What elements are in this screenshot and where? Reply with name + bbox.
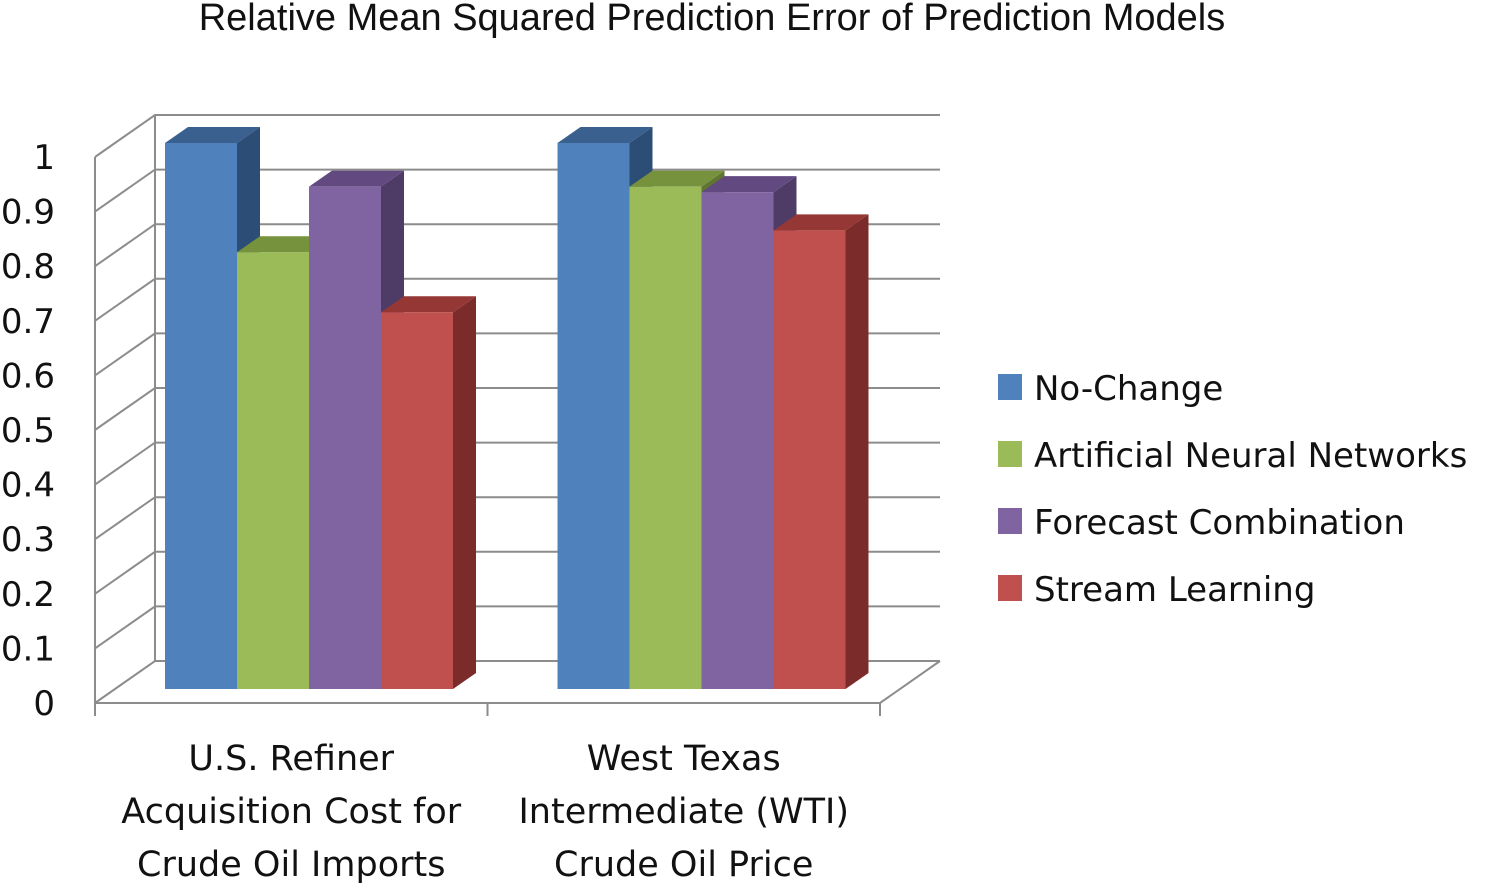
bar-side bbox=[453, 296, 476, 689]
x-category-label-line: U.S. Refiner bbox=[188, 739, 394, 779]
bar bbox=[381, 296, 476, 689]
axes bbox=[94, 115, 941, 716]
bar bbox=[773, 214, 869, 690]
legend-label: Artificial Neural Networks bbox=[1034, 436, 1467, 476]
bar-front bbox=[309, 186, 381, 689]
y-tick-label: 1 bbox=[33, 138, 55, 178]
bar-top bbox=[309, 170, 404, 187]
legend: No-Change Artificial Neural Networks Forec… bbox=[998, 369, 1467, 610]
chart-title: Relative Mean Squared Prediction Error o… bbox=[199, 0, 1226, 39]
bar-top bbox=[701, 176, 797, 193]
y-tick-label: 0.4 bbox=[1, 466, 55, 506]
y-axis-ticks: 0 0.1 0.2 0.3 0.4 0.5 0.6 0.7 0.8 0.9 1 bbox=[1, 138, 55, 724]
bar-front bbox=[629, 186, 702, 689]
x-category-label-line: Crude Oil Price bbox=[554, 845, 813, 885]
x-category-label-line: West Texas bbox=[587, 739, 781, 779]
bar-front bbox=[773, 230, 846, 690]
bar-front bbox=[237, 252, 309, 689]
bar-top bbox=[629, 170, 725, 187]
bar-top bbox=[165, 127, 260, 143]
y-tick-label: 0 bbox=[33, 684, 55, 724]
y-tick-label: 0.1 bbox=[1, 629, 55, 669]
legend-label: Stream Learning bbox=[1034, 570, 1315, 610]
x-category-label-line: Intermediate (WTI) bbox=[518, 792, 849, 832]
bar-front bbox=[165, 143, 237, 689]
bars bbox=[165, 127, 869, 690]
legend-item: Artificial Neural Networks bbox=[998, 436, 1467, 476]
y-tick-label: 0.9 bbox=[1, 193, 55, 233]
bar-top bbox=[557, 127, 653, 143]
legend-swatch bbox=[998, 441, 1022, 467]
y-tick-label: 0.5 bbox=[1, 411, 55, 451]
x-category-label-line: Crude Oil Imports bbox=[137, 845, 445, 885]
bar-top bbox=[381, 296, 476, 313]
bar-front bbox=[701, 192, 774, 689]
legend-item: No-Change bbox=[998, 369, 1223, 409]
bar-front bbox=[557, 143, 630, 689]
y-tick-label: 0.2 bbox=[1, 575, 55, 615]
x-category-label: U.S. Refiner Acquisition Cost for Crude Oi… bbox=[121, 739, 461, 885]
bar-top bbox=[237, 236, 332, 253]
legend-label: Forecast Combination bbox=[1034, 503, 1405, 543]
y-tick-label: 0.8 bbox=[1, 247, 55, 287]
legend-item: Stream Learning bbox=[998, 570, 1315, 610]
y-tick-label: 0.3 bbox=[1, 520, 55, 560]
x-category-label-line: Acquisition Cost for bbox=[121, 792, 461, 832]
bar-front bbox=[381, 312, 453, 689]
y-tick-label: 0.7 bbox=[1, 302, 55, 342]
legend-swatch bbox=[998, 575, 1022, 601]
legend-swatch bbox=[998, 508, 1022, 534]
x-axis-categories: U.S. Refiner Acquisition Cost for Crude Oi… bbox=[121, 739, 849, 885]
bar-side bbox=[845, 214, 869, 690]
y-tick-label: 0.6 bbox=[1, 356, 55, 396]
legend-swatch bbox=[998, 374, 1022, 400]
legend-item: Forecast Combination bbox=[998, 503, 1405, 543]
legend-label: No-Change bbox=[1034, 369, 1223, 409]
x-category-label: West Texas Intermediate (WTI) Crude Oil Pr… bbox=[518, 739, 849, 885]
bar-top bbox=[773, 214, 869, 231]
